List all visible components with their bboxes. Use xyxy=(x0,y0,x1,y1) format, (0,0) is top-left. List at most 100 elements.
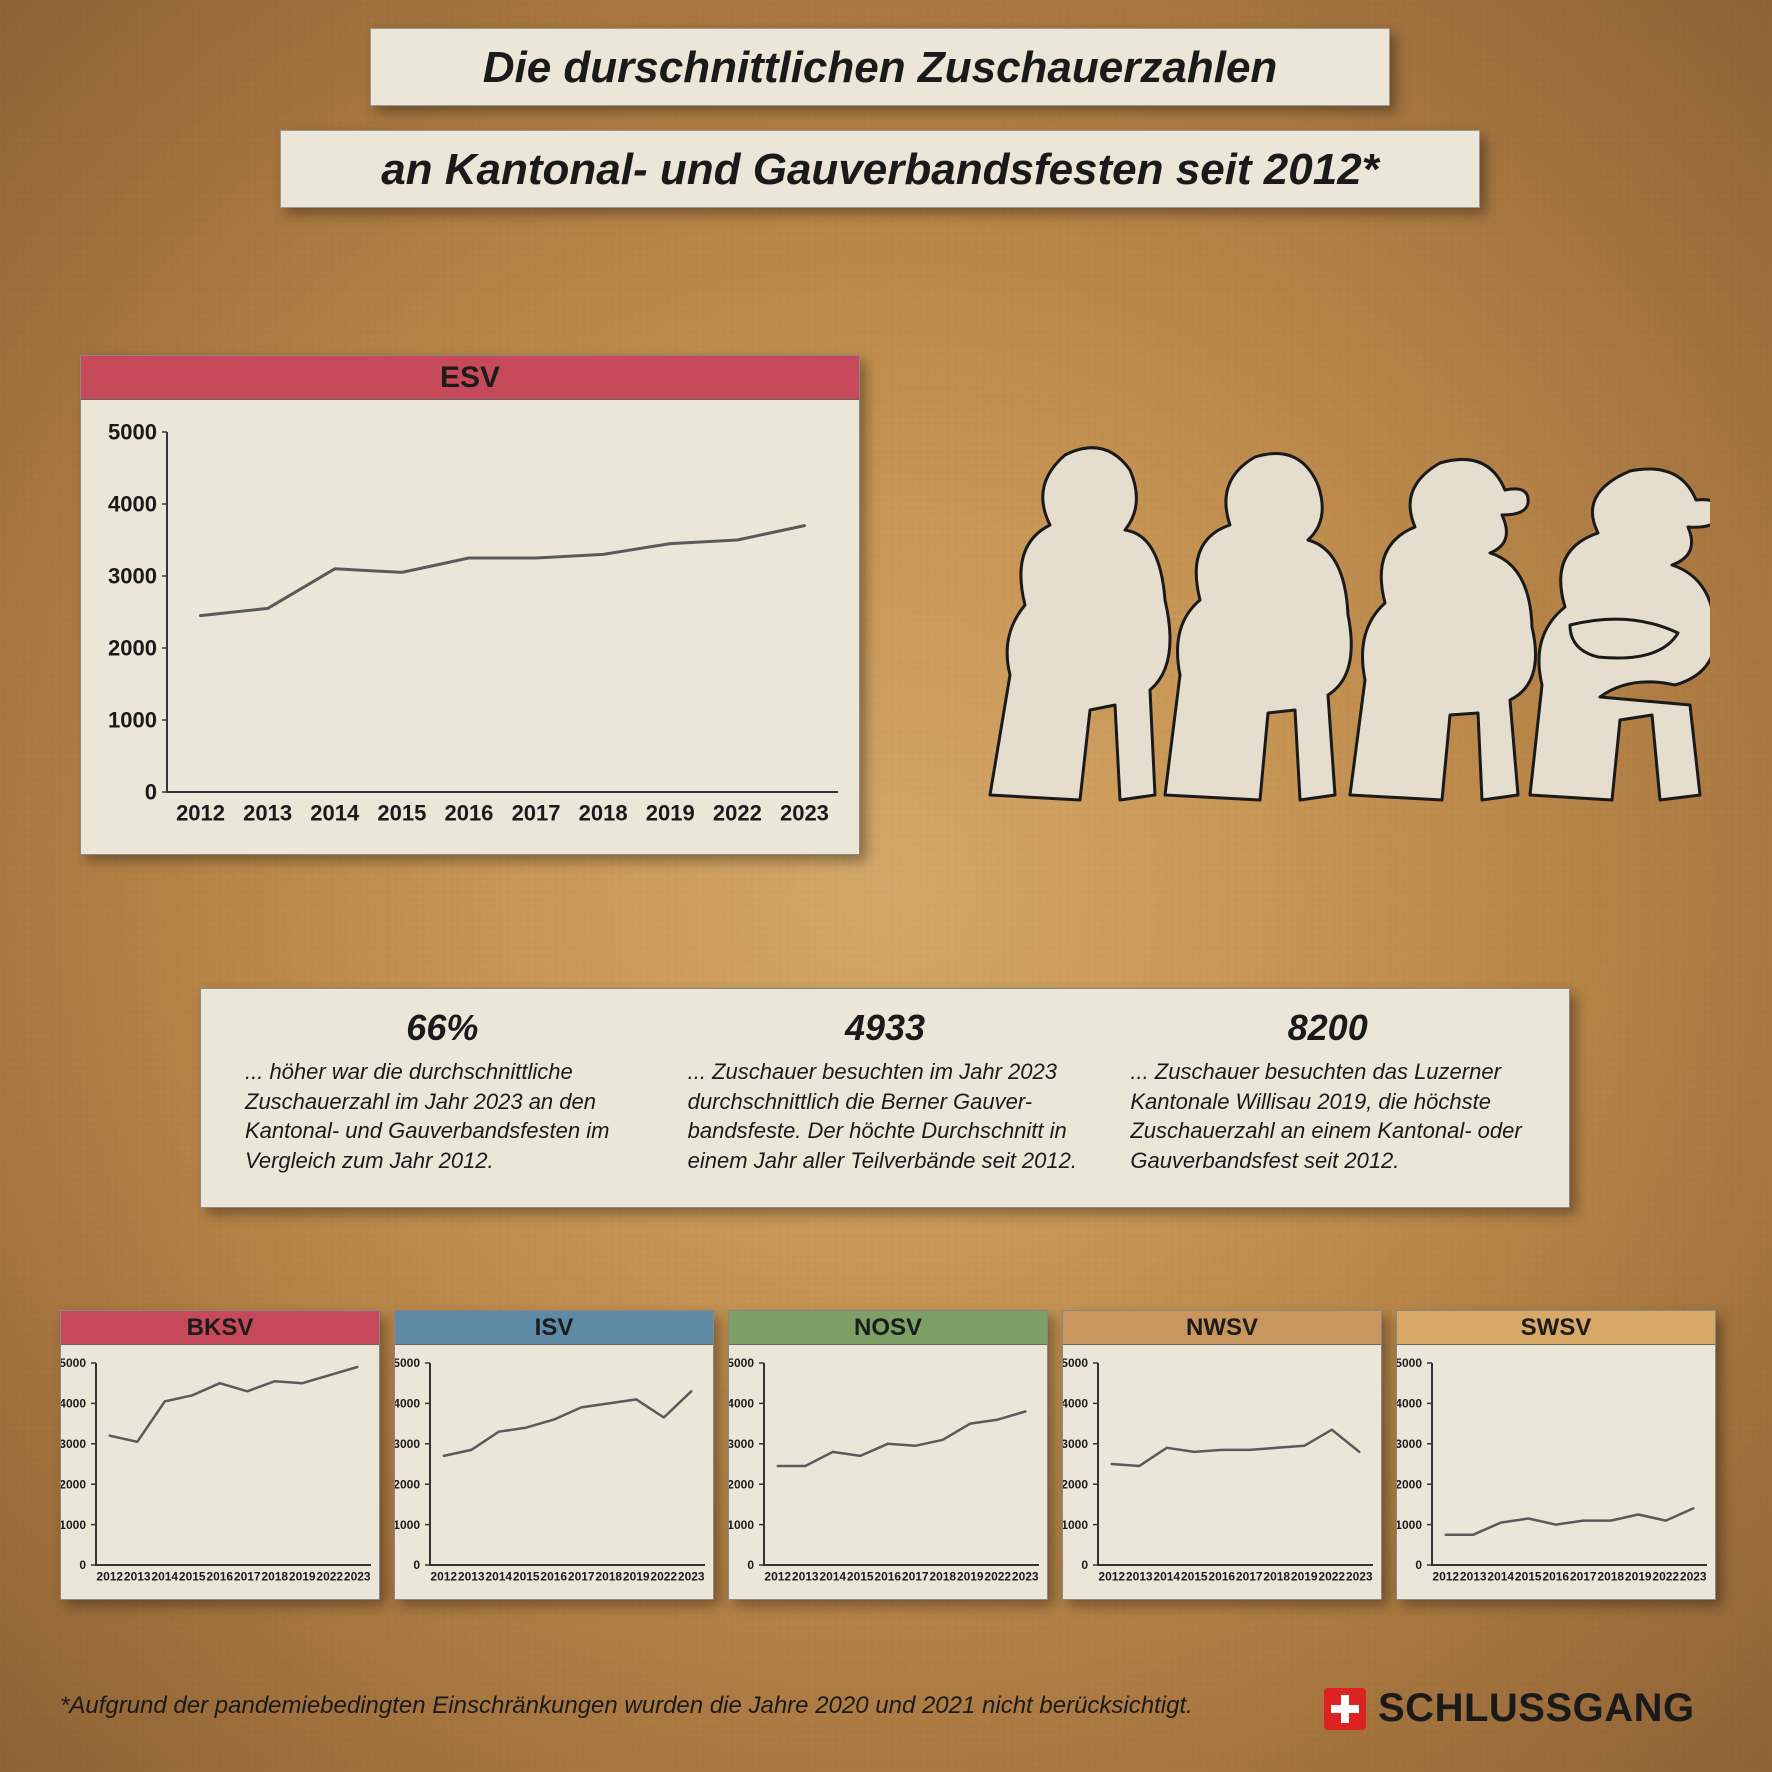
svg-text:2018: 2018 xyxy=(1597,1570,1624,1584)
svg-text:2000: 2000 xyxy=(61,1477,86,1491)
svg-text:2013: 2013 xyxy=(1126,1570,1153,1584)
svg-text:3000: 3000 xyxy=(729,1437,754,1451)
svg-text:2022: 2022 xyxy=(1652,1570,1679,1584)
svg-text:2016: 2016 xyxy=(444,801,493,826)
svg-text:2013: 2013 xyxy=(458,1570,485,1584)
svg-text:2023: 2023 xyxy=(678,1570,705,1584)
svg-text:2015: 2015 xyxy=(179,1570,206,1584)
svg-text:5000: 5000 xyxy=(729,1356,754,1370)
svg-text:5000: 5000 xyxy=(61,1356,86,1370)
svg-text:2018: 2018 xyxy=(579,801,628,826)
chart-bksv-header: BKSV xyxy=(61,1311,379,1345)
stat-2: 4933 ... Zuschauer besuchten im Jahr 202… xyxy=(664,1007,1107,1189)
chart-nosv-header: NOSV xyxy=(729,1311,1047,1345)
svg-text:2016: 2016 xyxy=(874,1570,901,1584)
svg-text:2014: 2014 xyxy=(1487,1570,1514,1584)
title-line-1: Die durschnittlichen Zuschauerzahlen xyxy=(370,28,1390,106)
svg-text:2016: 2016 xyxy=(1208,1570,1235,1584)
svg-text:2016: 2016 xyxy=(1542,1570,1569,1584)
chart-swsv-plot: 0100020003000400050002012201320142015201… xyxy=(1397,1345,1717,1601)
svg-text:2000: 2000 xyxy=(729,1477,754,1491)
svg-text:2019: 2019 xyxy=(957,1570,984,1584)
stat-3: 8200 ... Zuschauer besuchten das Luzerne… xyxy=(1106,1007,1549,1189)
svg-text:2014: 2014 xyxy=(1153,1570,1180,1584)
stat-1: 66% ... höher war die durchschnittliche … xyxy=(221,1007,664,1189)
svg-text:2022: 2022 xyxy=(984,1570,1011,1584)
svg-text:2013: 2013 xyxy=(1460,1570,1487,1584)
svg-text:2000: 2000 xyxy=(108,636,157,661)
svg-text:1000: 1000 xyxy=(108,708,157,733)
chart-nosv: NOSV010002000300040005000201220132014201… xyxy=(728,1310,1048,1600)
svg-text:2015: 2015 xyxy=(377,801,426,826)
svg-text:2015: 2015 xyxy=(847,1570,874,1584)
spectators-illustration xyxy=(930,375,1710,855)
svg-text:5000: 5000 xyxy=(395,1356,420,1370)
svg-text:4000: 4000 xyxy=(395,1397,420,1411)
svg-text:1000: 1000 xyxy=(61,1518,86,1532)
svg-text:5000: 5000 xyxy=(108,420,157,445)
svg-text:2017: 2017 xyxy=(1236,1570,1263,1584)
svg-text:0: 0 xyxy=(413,1558,420,1572)
svg-text:5000: 5000 xyxy=(1063,1356,1088,1370)
svg-text:2023: 2023 xyxy=(1012,1570,1039,1584)
svg-text:2023: 2023 xyxy=(344,1570,371,1584)
svg-text:2013: 2013 xyxy=(792,1570,819,1584)
svg-text:4000: 4000 xyxy=(1397,1397,1422,1411)
chart-isv: ISV0100020003000400050002012201320142015… xyxy=(394,1310,714,1600)
svg-text:2014: 2014 xyxy=(485,1570,512,1584)
chart-nwsv: NWSV010002000300040005000201220132014201… xyxy=(1062,1310,1382,1600)
brand-text: SCHLUSSGANG xyxy=(1378,1686,1695,1731)
svg-text:2000: 2000 xyxy=(1397,1477,1422,1491)
svg-text:2019: 2019 xyxy=(1291,1570,1318,1584)
svg-text:0: 0 xyxy=(747,1558,754,1572)
stat-2-value: 4933 xyxy=(688,1007,1083,1049)
svg-text:2023: 2023 xyxy=(1346,1570,1373,1584)
svg-text:2013: 2013 xyxy=(124,1570,151,1584)
svg-text:2017: 2017 xyxy=(1570,1570,1597,1584)
svg-text:0: 0 xyxy=(1081,1558,1088,1572)
chart-isv-header: ISV xyxy=(395,1311,713,1345)
svg-text:2015: 2015 xyxy=(513,1570,540,1584)
svg-text:2023: 2023 xyxy=(1680,1570,1707,1584)
svg-text:2018: 2018 xyxy=(595,1570,622,1584)
brand-logo: SCHLUSSGANG xyxy=(1324,1686,1695,1731)
svg-text:2012: 2012 xyxy=(430,1570,457,1584)
svg-text:2019: 2019 xyxy=(289,1570,316,1584)
svg-text:2022: 2022 xyxy=(650,1570,677,1584)
svg-text:2014: 2014 xyxy=(310,801,360,826)
chart-nosv-plot: 0100020003000400050002012201320142015201… xyxy=(729,1345,1049,1601)
svg-text:2019: 2019 xyxy=(646,801,695,826)
chart-nwsv-plot: 0100020003000400050002012201320142015201… xyxy=(1063,1345,1383,1601)
swiss-flag-icon xyxy=(1324,1688,1366,1730)
svg-text:2015: 2015 xyxy=(1515,1570,1542,1584)
svg-text:2014: 2014 xyxy=(819,1570,846,1584)
chart-bksv: BKSV010002000300040005000201220132014201… xyxy=(60,1310,380,1600)
svg-text:2016: 2016 xyxy=(540,1570,567,1584)
svg-text:2017: 2017 xyxy=(234,1570,261,1584)
title-line-2: an Kantonal- und Gauverbandsfesten seit … xyxy=(280,130,1480,208)
svg-text:2017: 2017 xyxy=(512,801,561,826)
footnote: *Aufgrund der pandemiebedingten Einschrä… xyxy=(60,1692,1193,1720)
svg-text:2017: 2017 xyxy=(568,1570,595,1584)
chart-nwsv-header: NWSV xyxy=(1063,1311,1381,1345)
svg-text:2000: 2000 xyxy=(395,1477,420,1491)
stats-panel: 66% ... höher war die durchschnittliche … xyxy=(200,988,1570,1208)
stat-2-text: ... Zuschauer besuchten im Jahr 2023 dur… xyxy=(688,1057,1083,1176)
chart-esv-header: ESV xyxy=(81,356,859,400)
svg-text:3000: 3000 xyxy=(395,1437,420,1451)
svg-text:2012: 2012 xyxy=(176,801,225,826)
svg-text:4000: 4000 xyxy=(108,492,157,517)
svg-text:0: 0 xyxy=(79,1558,86,1572)
svg-text:5000: 5000 xyxy=(1397,1356,1422,1370)
stat-3-text: ... Zuschauer besuchten das Luzerner Kan… xyxy=(1130,1057,1525,1176)
chart-isv-plot: 0100020003000400050002012201320142015201… xyxy=(395,1345,715,1601)
svg-text:3000: 3000 xyxy=(1063,1437,1088,1451)
stat-3-value: 8200 xyxy=(1130,1007,1525,1049)
svg-text:4000: 4000 xyxy=(729,1397,754,1411)
svg-text:2018: 2018 xyxy=(1263,1570,1290,1584)
svg-text:3000: 3000 xyxy=(61,1437,86,1451)
stat-1-value: 66% xyxy=(245,1007,640,1049)
svg-text:4000: 4000 xyxy=(1063,1397,1088,1411)
chart-esv: ESV 010002000300040005000201220132014201… xyxy=(80,355,860,855)
svg-text:2022: 2022 xyxy=(713,801,762,826)
